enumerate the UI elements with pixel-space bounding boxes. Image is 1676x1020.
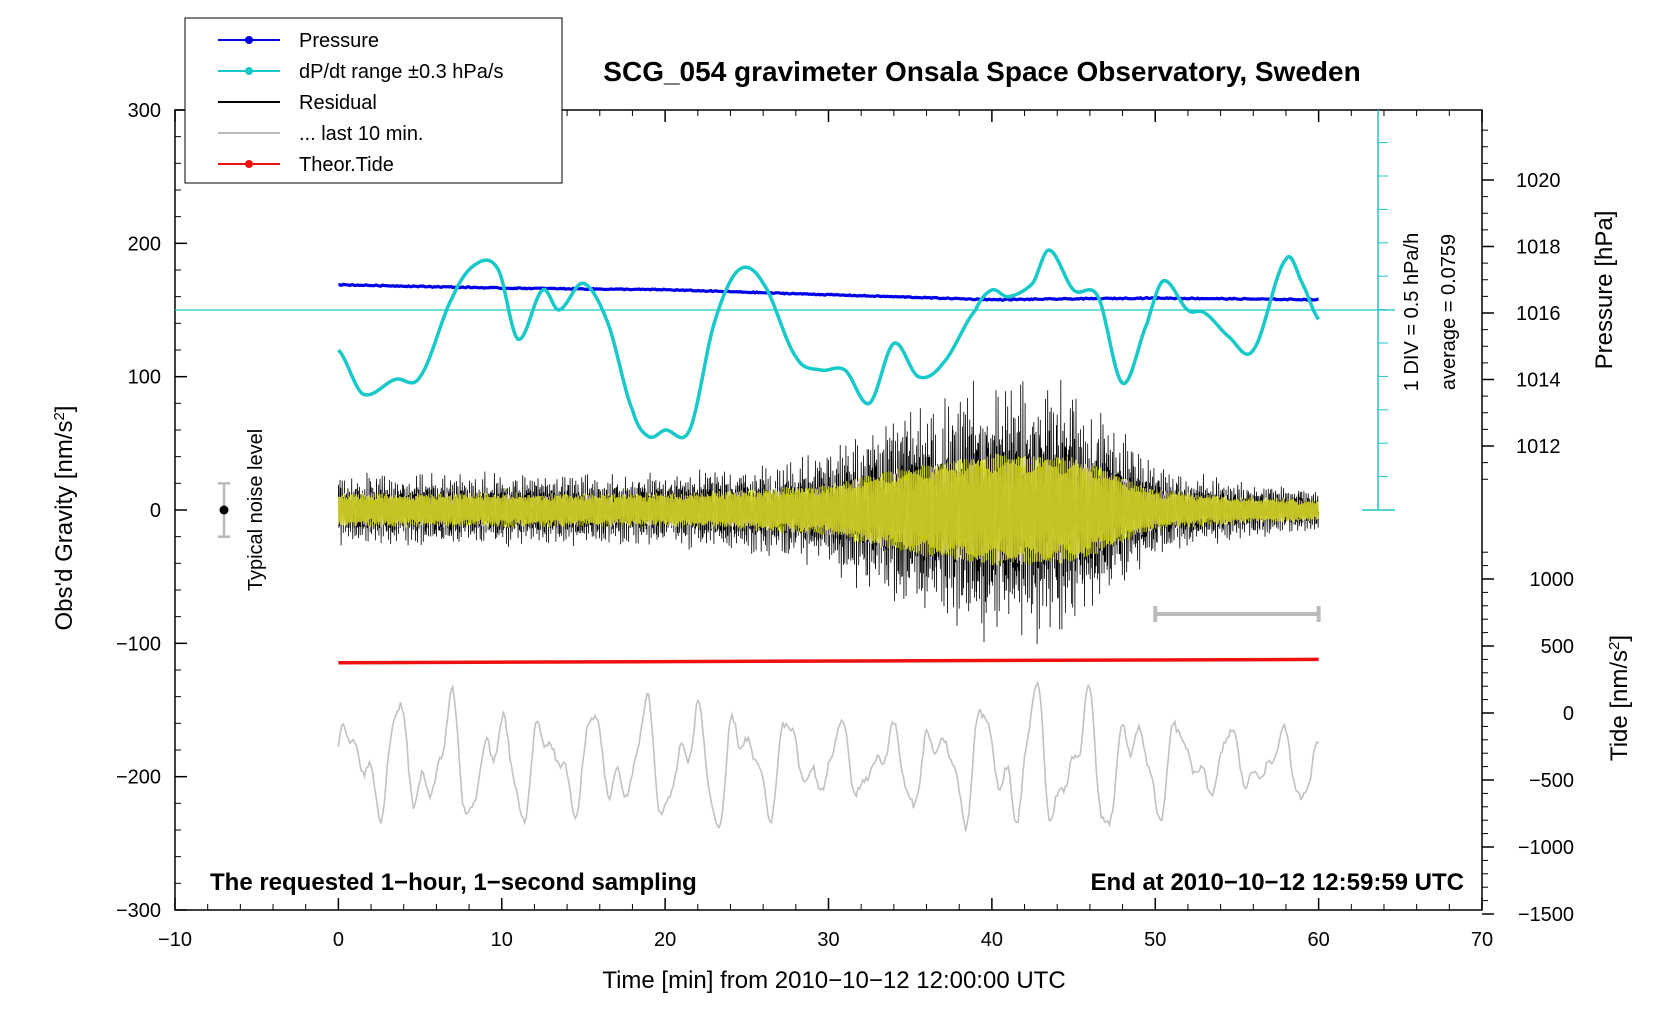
x-tick-label: 60 (1308, 929, 1330, 951)
pressure-tick-label: 1016 (1516, 303, 1561, 325)
y-tick-label: 0 (150, 500, 161, 522)
x-tick-label: 40 (981, 929, 1003, 951)
dpdt-line (337, 248, 1321, 440)
x-tick-label: 30 (817, 929, 839, 951)
legend-label: Residual (299, 92, 377, 114)
dpdt-scale-label: 1 DIV = 0.5 hPa/h (1401, 233, 1423, 391)
x-tick-label: −10 (158, 929, 192, 951)
pressure-tick-label: 1020 (1516, 170, 1561, 192)
legend-box (184, 17, 563, 184)
legend-label: ... last 10 min. (299, 123, 424, 145)
noise-center-dot (219, 505, 229, 515)
y-tick-label: 300 (128, 100, 161, 122)
last-10min-range-bar (1153, 606, 1321, 622)
tide-axis-title-superscript: 2 (1606, 642, 1623, 650)
noise-level-label: Typical noise level (245, 429, 267, 591)
tide-tick-label: −500 (1529, 770, 1574, 792)
chart-title: SCG_054 gravimeter Onsala Space Observat… (603, 56, 1360, 87)
legend-item: Pressure (218, 30, 379, 52)
x-axis: −10 0 10 20 30 40 50 60 70 (158, 110, 1493, 951)
left-axis-title: Obs'd Gravity [nm/s2] (51, 406, 79, 631)
filtered-residual-line (337, 453, 1320, 566)
pressure-tick-label: 1018 (1516, 237, 1561, 259)
dpdt-series (337, 248, 1321, 440)
y-tick-label: −300 (116, 900, 161, 922)
legend-item: Theor.Tide (218, 154, 394, 176)
end-time-note: End at 2010−10−12 12:59:59 UTC (1090, 869, 1464, 896)
legend-item: dP/dt range ±0.3 hPa/s (218, 61, 503, 83)
x-axis-title: Time [min] from 2010−10−12 12:00:00 UTC (602, 967, 1065, 994)
legend-swatch-dot (245, 160, 253, 168)
legend-label: dP/dt range ±0.3 hPa/s (299, 61, 503, 83)
tide-tick-label: 1000 (1530, 569, 1575, 591)
x-tick-label: 20 (654, 929, 676, 951)
pressure-tick-label: 1012 (1516, 436, 1561, 458)
filtered-residual-series (337, 453, 1320, 566)
tide-tick-label: 0 (1563, 703, 1574, 725)
right-y-axes: 1012 1014 1016 1018 1020 −1500 −1000 −500 0 500 10… (1482, 129, 1575, 926)
y-tick-label: 100 (128, 367, 161, 389)
x-tick-label: 0 (333, 929, 344, 951)
x-tick-label: 10 (491, 929, 513, 951)
y-tick-label: 200 (128, 233, 161, 255)
legend-swatch-dot (245, 36, 253, 44)
y-tick-label: −100 (116, 633, 161, 655)
tide-tick-label: −1000 (1518, 837, 1574, 859)
x-tick-label: 70 (1471, 929, 1493, 951)
tide-tick-label: −1500 (1518, 904, 1574, 926)
pressure-tick-label: 1014 (1516, 370, 1561, 392)
dpdt-average-label: average = 0.0759 (1438, 234, 1460, 390)
legend-item: ... last 10 min. (218, 123, 424, 145)
legend-swatch-dot (245, 67, 253, 75)
last-10min-curve (337, 680, 1320, 832)
legend-label: Pressure (299, 30, 379, 52)
pressure-axis-title: Pressure [hPa] (1591, 211, 1618, 370)
legend-label: Theor.Tide (299, 154, 394, 176)
legend-item: Residual (218, 92, 377, 114)
tide-axis-title: Tide [nm/s2] (1606, 635, 1634, 761)
x-tick-label: 50 (1144, 929, 1166, 951)
left-y-axis: −300 −200 −100 0 100 200 300 (116, 100, 187, 922)
last-10min-gray-curve (337, 680, 1320, 832)
y-tick-label: −200 (116, 767, 161, 789)
legend: Pressure dP/dt range ±0.3 hPa/s Residual..… (184, 17, 563, 184)
dpdt-scale-bar (175, 110, 1395, 511)
tide-tick-label: 500 (1541, 636, 1574, 658)
tide-line (338, 657, 1319, 665)
theoretical-tide-series (338, 657, 1319, 665)
noise-level-marker (218, 482, 231, 538)
sampling-note: The requested 1−hour, 1−second sampling (210, 869, 697, 896)
left-axis-title-superscript: 2 (51, 412, 68, 420)
